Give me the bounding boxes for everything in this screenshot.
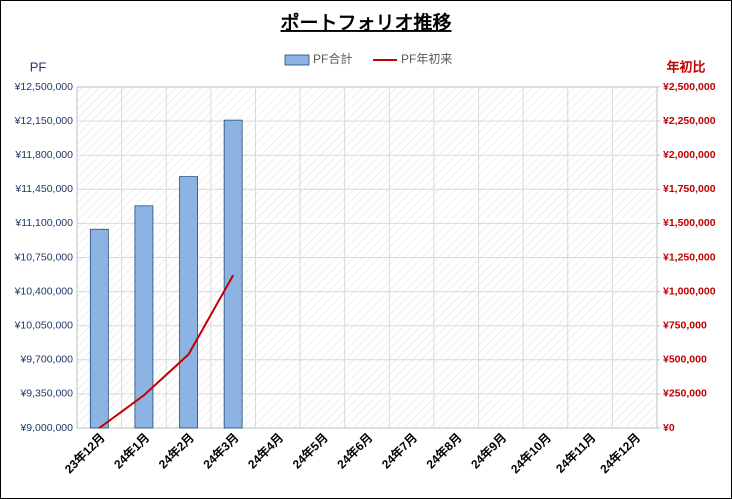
y2-tick-label: ¥2,500,000 [663, 81, 716, 93]
chart-title: ポートフォリオ推移 [280, 11, 451, 34]
y-tick-label: ¥12,500,000 [14, 81, 74, 93]
y-tick-label: ¥9,350,000 [19, 388, 73, 400]
y2-tick-label: ¥1,500,000 [663, 217, 716, 229]
y-axis-title: PF [30, 59, 47, 74]
y2-tick-label: ¥1,250,000 [663, 251, 716, 263]
legend-label: PF年初来 [401, 52, 452, 66]
bar [89, 228, 109, 429]
y-tick-label: ¥10,400,000 [14, 285, 74, 297]
y2-tick-label: ¥2,250,000 [663, 115, 716, 127]
y-tick-label: ¥11,100,000 [14, 217, 73, 229]
y2-tick-label: ¥1,750,000 [663, 183, 716, 195]
bar [179, 176, 198, 429]
legend-label: PF合計 [313, 51, 352, 66]
y2-tick-label: ¥0 [663, 422, 675, 434]
bar [223, 119, 243, 429]
y-tick-label: ¥12,150,000 [14, 115, 74, 127]
legend-swatch [284, 54, 310, 66]
y2-tick-label: ¥750,000 [663, 319, 707, 331]
plot-border [76, 86, 658, 429]
y-tick-label: ¥10,750,000 [14, 251, 74, 263]
y2-axis-title: 年初比 [666, 59, 705, 74]
line [98, 274, 235, 429]
y-tick-label: ¥9,000,000 [19, 422, 73, 434]
y2-tick-label: ¥1,000,000 [663, 285, 716, 297]
y2-tick-label: ¥250,000 [663, 388, 707, 400]
y-tick-label: ¥9,700,000 [19, 354, 73, 366]
y2-tick-label: ¥500,000 [663, 354, 707, 366]
bar [134, 205, 154, 429]
y-tick-label: ¥11,800,000 [14, 149, 73, 161]
y2-tick-label: ¥2,000,000 [663, 149, 716, 161]
y-tick-label: ¥10,050,000 [14, 319, 74, 331]
y-tick-label: ¥11,450,000 [14, 183, 73, 195]
